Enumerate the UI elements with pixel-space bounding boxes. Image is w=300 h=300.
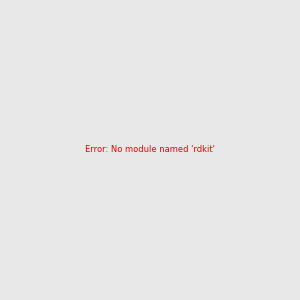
- Text: Error: No module named 'rdkit': Error: No module named 'rdkit': [85, 146, 215, 154]
